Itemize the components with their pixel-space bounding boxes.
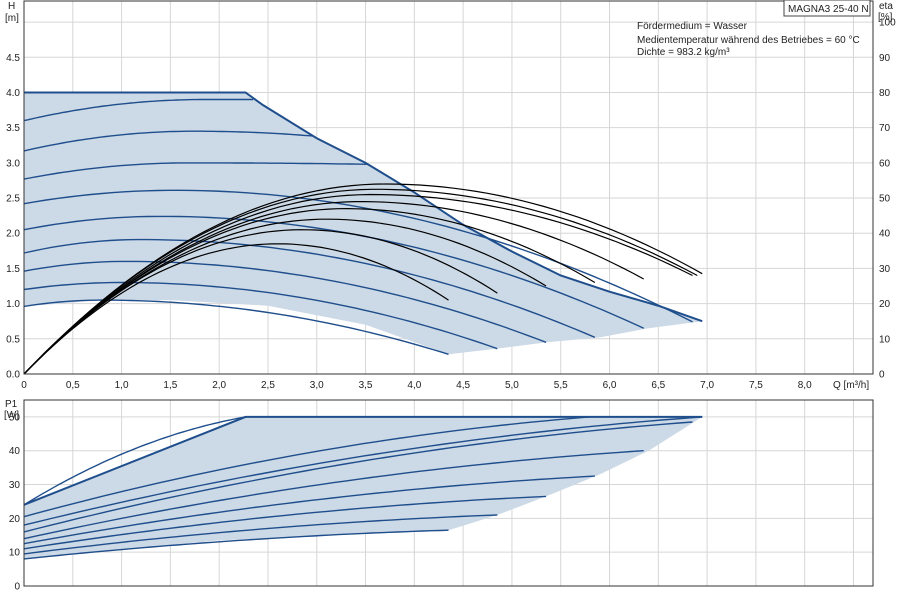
head-axis-name: H	[8, 1, 15, 12]
flow-tick-label: 3,5	[359, 380, 373, 391]
flow-tick-label: 2,5	[261, 380, 275, 391]
power-curve	[23, 421, 693, 533]
info-density: Dichte = 983.2 kg/m³	[637, 47, 730, 58]
eta-axis-unit: [%]	[878, 12, 893, 23]
eta-tick-label: 40	[879, 229, 891, 240]
flow-tick-label: 7,5	[749, 380, 763, 391]
head-tick-label: 4.0	[6, 88, 20, 99]
model-badge-box	[783, 0, 871, 17]
head-curve	[23, 299, 449, 355]
eta-tick-label: 20	[879, 299, 891, 310]
power-curve	[23, 514, 498, 555]
head-curve	[23, 215, 644, 329]
power-curve	[23, 529, 449, 560]
head-curve	[23, 162, 368, 180]
info-temperature: Medientemperatur während des Betriebes =…	[637, 35, 860, 46]
flow-tick-label: 6,0	[603, 380, 617, 391]
efficiency-curve	[23, 243, 449, 375]
flow-axis-label: Q [m³/h]	[833, 380, 869, 391]
eta-tick-label: 90	[879, 53, 891, 64]
flow-tick-label: 7,0	[700, 380, 714, 391]
power-tick-label: 10	[9, 548, 21, 559]
eta-tick-label: 70	[879, 123, 891, 134]
flow-tick-label: 8,0	[798, 380, 812, 391]
head-chart-frame	[23, 0, 874, 375]
head-curve	[23, 189, 693, 323]
eta-tick-label: 60	[879, 158, 891, 169]
head-operating-area-fill	[24, 92, 703, 355]
head-tick-label: 2.5	[6, 194, 20, 205]
head-curve	[23, 238, 596, 339]
head-operating-area	[24, 92, 703, 355]
power-tick-label: 40	[9, 446, 21, 457]
head-tick-label: 2.0	[6, 229, 20, 240]
head-curve	[23, 98, 254, 122]
head-curve	[23, 260, 547, 343]
efficiency-curve	[23, 218, 547, 375]
head-axis-ticks: 0.0 0.5 1.0 1.5 2.0 2.5 3.0 3.5 4.0 4.5	[6, 53, 20, 381]
eta-tick-label: 0	[879, 370, 885, 381]
flow-tick-label: 0	[21, 380, 27, 391]
power-tick-label: 0	[14, 582, 20, 593]
power-axis-unit: [W]	[4, 410, 19, 421]
eta-tick-label: 80	[879, 88, 891, 99]
flow-tick-label: 1,0	[115, 380, 129, 391]
flow-tick-label: 5,0	[505, 380, 519, 391]
efficiency-curve	[23, 183, 703, 375]
flow-tick-label: 4,5	[456, 380, 470, 391]
head-tick-label: 0.0	[6, 370, 20, 381]
model-badge: MAGNA3 25-40 N	[788, 4, 869, 15]
power-curve	[23, 416, 591, 518]
power-curves	[23, 415, 703, 560]
flow-tick-label: 6,5	[651, 380, 665, 391]
power-curve	[23, 450, 644, 540]
power-tick-label: 50	[9, 412, 21, 423]
efficiency-curves	[23, 183, 703, 375]
eta-tick-label: 10	[879, 334, 891, 345]
flow-tick-label: 4,0	[407, 380, 421, 391]
power-curve	[23, 475, 595, 545]
flow-axis-ticks: 0 0,5 1,0 1,5 2,0 2,5 3,0 3,5 4,0 4,5 5,0 5,5 6,0 6,5…	[21, 380, 812, 391]
flow-tick-label: 1,5	[163, 380, 177, 391]
power-curve	[23, 416, 703, 526]
head-tick-label: 4.5	[6, 53, 20, 64]
power-curve	[23, 416, 246, 506]
flow-tick-label: 3,0	[310, 380, 324, 391]
eta-axis-ticks: 0 10 20 30 40 50 60 70 80 90 100	[879, 18, 896, 381]
power-curve	[23, 495, 547, 550]
info-medium: Fördermedium = Wasser	[637, 21, 748, 32]
efficiency-curve	[23, 201, 644, 375]
power-chart-frame	[23, 399, 874, 587]
flow-tick-label: 5,5	[554, 380, 568, 391]
head-tick-label: 3.0	[6, 158, 20, 169]
head-curve	[23, 281, 498, 350]
head-tick-label: 1.0	[6, 299, 20, 310]
head-tick-label: 0.5	[6, 334, 20, 345]
eta-tick-label: 50	[879, 194, 891, 205]
flow-tick-label: 0,5	[66, 380, 80, 391]
eta-tick-label: 100	[879, 18, 896, 29]
power-tick-label: 20	[9, 514, 21, 525]
head-curves	[23, 91, 703, 355]
flow-tick-label: 2,0	[212, 380, 226, 391]
head-tick-label: 3.5	[6, 123, 20, 134]
power-axis-ticks: 0 10 20 30 40 50	[9, 412, 21, 592]
head-tick-label: 1.5	[6, 264, 20, 275]
eta-axis-name: eta	[879, 1, 893, 12]
power-operating-area-fill	[24, 416, 703, 559]
eta-tick-label: 30	[879, 264, 891, 275]
power-axis-name: P1	[5, 399, 18, 410]
power-max-curve	[23, 415, 703, 506]
head-max-curve	[24, 91, 703, 323]
power-operating-area	[24, 416, 703, 559]
head-axis-unit: [m]	[5, 13, 19, 24]
efficiency-curve	[23, 193, 693, 375]
head-curve	[23, 130, 314, 152]
power-tick-label: 30	[9, 480, 21, 491]
